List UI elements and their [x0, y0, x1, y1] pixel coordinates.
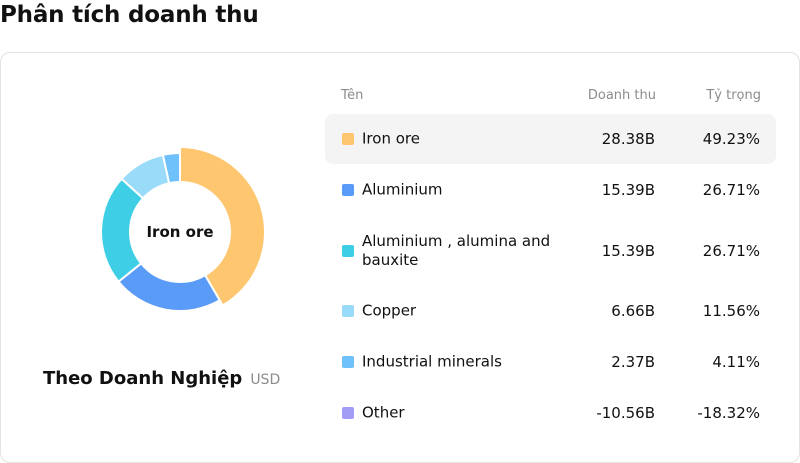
- header-name: Tên: [341, 88, 364, 103]
- row-name: Iron ore: [362, 129, 420, 148]
- row-share: 4.11%: [712, 353, 760, 371]
- table-header: Tên Doanh thu Tỷ trọng: [341, 88, 761, 108]
- row-share: 11.56%: [702, 302, 760, 320]
- donut-chart: Iron ore: [94, 146, 266, 318]
- row-share: 49.23%: [702, 130, 760, 148]
- row-revenue: 6.66B: [611, 302, 655, 320]
- table-row-iron-ore[interactable]: Iron ore 28.38B 49.23%: [325, 114, 776, 164]
- row-revenue: 28.38B: [601, 130, 655, 148]
- donut-slice-iron-ore[interactable]: [179, 146, 266, 307]
- legend-swatch: [342, 305, 354, 317]
- table-row-aluminium-alumina-bauxite[interactable]: Aluminium , alumina and bauxite 15.39B 2…: [325, 217, 776, 285]
- chart-caption-title: Theo Doanh Nghiệp: [43, 368, 243, 389]
- row-revenue: 15.39B: [601, 242, 655, 260]
- row-revenue: 2.37B: [611, 353, 655, 371]
- row-revenue: -10.56B: [596, 404, 655, 422]
- header-share: Tỷ trọng: [706, 88, 761, 103]
- legend-swatch: [342, 245, 354, 257]
- row-name: Aluminium , alumina and bauxite: [362, 232, 551, 269]
- chart-caption: Theo Doanh Nghiệp USD: [43, 368, 280, 389]
- row-revenue: 15.39B: [601, 181, 655, 199]
- chart-caption-unit: USD: [250, 372, 281, 388]
- row-name: Industrial minerals: [362, 352, 502, 371]
- legend-swatch: [342, 356, 354, 368]
- revenue-card: Iron ore Theo Doanh Nghiệp USD Tên Doanh…: [0, 52, 800, 463]
- page-title: Phân tích doanh thu: [0, 2, 259, 28]
- legend-swatch: [342, 133, 354, 145]
- donut-slice-industrial-minerals[interactable]: [161, 151, 181, 185]
- header-revenue: Doanh thu: [587, 88, 656, 103]
- donut-svg: [100, 146, 266, 312]
- row-share: -18.32%: [697, 404, 760, 422]
- row-name: Aluminium: [362, 180, 443, 199]
- legend-swatch: [342, 184, 354, 196]
- row-name: Other: [362, 403, 405, 422]
- table-row-copper[interactable]: Copper 6.66B 11.56%: [325, 286, 776, 336]
- table-row-other[interactable]: Other -10.56B -18.32%: [325, 388, 776, 438]
- row-share: 26.71%: [702, 181, 760, 199]
- legend-swatch: [342, 407, 354, 419]
- table-row-industrial-minerals[interactable]: Industrial minerals 2.37B 4.11%: [325, 337, 776, 387]
- donut-center-label: Iron ore: [146, 223, 214, 241]
- row-share: 26.71%: [702, 242, 760, 260]
- table-row-aluminium[interactable]: Aluminium 15.39B 26.71%: [325, 165, 776, 215]
- row-name: Copper: [362, 301, 417, 320]
